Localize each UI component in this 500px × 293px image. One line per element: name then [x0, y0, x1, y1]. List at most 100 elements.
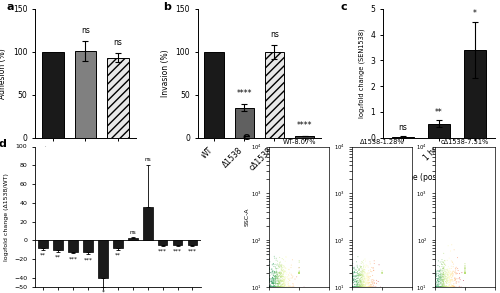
Point: [435, 274, 443, 279]
Point: [431, 272, 439, 277]
Point: [431, 253, 439, 258]
Point: [358, 272, 366, 277]
Point: [285, 285, 293, 289]
Point: [356, 285, 364, 289]
Point: [364, 273, 372, 277]
Point: [352, 285, 360, 289]
Point: [447, 271, 455, 276]
Point: [362, 285, 370, 289]
Point: [436, 284, 444, 289]
Point: [440, 274, 448, 279]
Point: [358, 285, 366, 289]
Point: [439, 266, 447, 271]
Point: [274, 281, 282, 286]
Point: [461, 271, 469, 275]
Point: [364, 268, 372, 273]
Point: [352, 285, 360, 289]
Point: [445, 275, 453, 280]
Point: [444, 277, 452, 281]
Bar: [38, 240, 48, 248]
Point: [279, 263, 287, 268]
Point: [442, 285, 450, 289]
Point: [439, 278, 447, 282]
Point: [281, 285, 289, 289]
Bar: [54, 240, 63, 250]
Point: [445, 282, 453, 287]
Point: [265, 262, 273, 267]
Point: [434, 285, 442, 289]
Point: [360, 280, 368, 285]
Point: [295, 270, 303, 275]
Point: [354, 280, 362, 285]
Point: [447, 285, 455, 289]
Point: [348, 276, 356, 281]
Point: [278, 271, 285, 276]
Point: [361, 285, 369, 289]
Point: [438, 262, 446, 267]
Point: [357, 273, 365, 277]
Point: [356, 285, 364, 289]
Point: [286, 285, 294, 289]
Point: [431, 277, 439, 282]
Point: [271, 279, 279, 283]
Point: [278, 285, 286, 289]
Point: [270, 262, 278, 267]
Point: [370, 285, 378, 289]
Point: [452, 266, 460, 271]
Point: [278, 285, 286, 289]
Point: [348, 285, 356, 289]
Point: [280, 274, 287, 279]
Point: [454, 268, 462, 273]
Point: [350, 274, 358, 279]
Point: [272, 274, 280, 278]
Point: [432, 270, 440, 274]
Point: [349, 278, 357, 283]
Point: [278, 285, 285, 289]
Point: [350, 282, 358, 287]
Point: [265, 265, 273, 270]
Point: [354, 285, 362, 289]
Point: [276, 285, 284, 289]
Point: [438, 264, 446, 269]
Point: [446, 269, 454, 274]
Point: [348, 285, 356, 289]
Point: [280, 280, 287, 284]
Point: [364, 280, 372, 285]
Point: [440, 285, 448, 289]
Point: [272, 284, 280, 288]
Point: [276, 278, 284, 283]
Point: [286, 271, 294, 275]
Point: [356, 285, 364, 289]
Point: [283, 275, 291, 280]
Point: [358, 281, 366, 286]
Point: [354, 285, 362, 289]
Point: [360, 285, 368, 289]
Point: [440, 283, 448, 288]
Point: [270, 261, 278, 266]
Point: [365, 285, 373, 289]
Point: [443, 276, 451, 281]
Point: [356, 277, 364, 281]
Point: [442, 285, 450, 289]
Point: [438, 285, 446, 289]
Point: [442, 277, 450, 281]
Point: [282, 284, 290, 289]
Point: [272, 285, 280, 289]
Point: [269, 271, 277, 276]
Point: [358, 285, 366, 289]
Point: [284, 277, 292, 282]
Point: [355, 285, 363, 289]
Point: [276, 277, 283, 281]
Point: [441, 285, 449, 289]
Point: [448, 285, 456, 289]
Point: [461, 271, 469, 275]
Point: [274, 285, 282, 289]
Point: [354, 281, 362, 286]
Point: [448, 285, 456, 289]
Point: [281, 283, 289, 288]
Point: [356, 278, 364, 283]
Point: [363, 285, 371, 289]
Point: [360, 282, 368, 287]
Point: [452, 285, 460, 289]
Point: [351, 282, 359, 287]
